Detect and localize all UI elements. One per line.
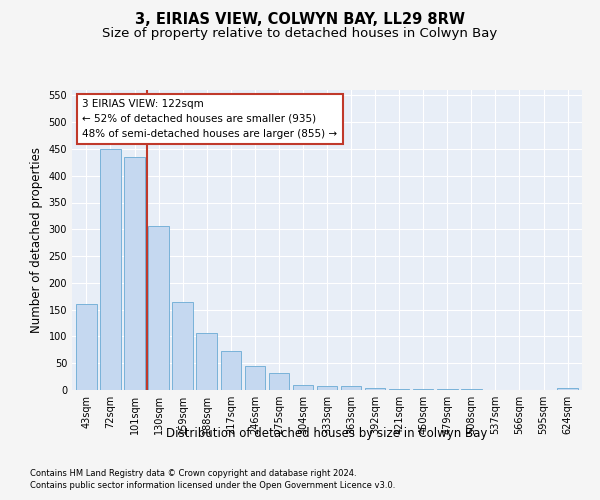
Bar xyxy=(172,302,193,390)
Bar xyxy=(269,373,289,390)
Bar xyxy=(557,388,578,390)
Bar xyxy=(124,157,145,390)
Text: Contains public sector information licensed under the Open Government Licence v3: Contains public sector information licen… xyxy=(30,481,395,490)
Text: 3, EIRIAS VIEW, COLWYN BAY, LL29 8RW: 3, EIRIAS VIEW, COLWYN BAY, LL29 8RW xyxy=(135,12,465,28)
Y-axis label: Number of detached properties: Number of detached properties xyxy=(30,147,43,333)
Bar xyxy=(317,386,337,390)
Text: Contains HM Land Registry data © Crown copyright and database right 2024.: Contains HM Land Registry data © Crown c… xyxy=(30,468,356,477)
Bar xyxy=(221,351,241,390)
Bar xyxy=(196,333,217,390)
Bar xyxy=(148,226,169,390)
Text: 3 EIRIAS VIEW: 122sqm
← 52% of detached houses are smaller (935)
48% of semi-det: 3 EIRIAS VIEW: 122sqm ← 52% of detached … xyxy=(82,99,337,138)
Bar xyxy=(341,386,361,390)
Bar xyxy=(100,150,121,390)
Bar xyxy=(76,304,97,390)
Text: Distribution of detached houses by size in Colwyn Bay: Distribution of detached houses by size … xyxy=(166,428,488,440)
Bar xyxy=(389,389,409,390)
Text: Size of property relative to detached houses in Colwyn Bay: Size of property relative to detached ho… xyxy=(103,28,497,40)
Bar xyxy=(245,366,265,390)
Bar xyxy=(293,384,313,390)
Bar xyxy=(365,388,385,390)
